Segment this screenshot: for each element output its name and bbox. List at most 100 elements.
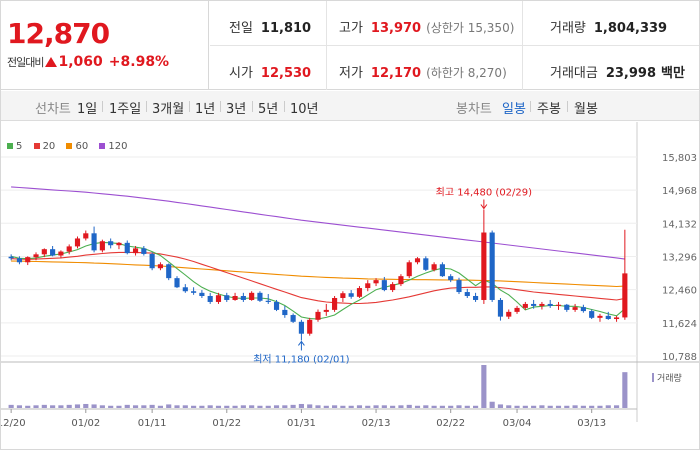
candle-body	[108, 241, 114, 246]
period-3y-button[interactable]: 3년	[226, 102, 247, 117]
volume-bar	[166, 404, 172, 408]
volume-bar	[282, 405, 288, 408]
low-value: 12,170	[370, 66, 422, 81]
volume-bar	[182, 405, 188, 408]
x-tick-label: 02/13	[362, 418, 391, 429]
period-1y-button[interactable]: 1년	[195, 102, 216, 117]
volume-bar	[174, 405, 180, 408]
volume-bar	[547, 405, 553, 408]
volume-bar	[340, 405, 346, 408]
volume-bar	[373, 405, 379, 408]
volume-bar	[191, 405, 197, 408]
prev-close-value: 11,810	[260, 21, 312, 36]
volume-bar	[597, 405, 603, 408]
period-1d-button[interactable]: 1일	[77, 102, 98, 117]
volume-bar	[580, 405, 586, 408]
candle-body	[166, 264, 172, 279]
volume-bar	[207, 405, 213, 408]
candle-body	[572, 307, 578, 310]
price-chart: 15,803 14,968 14,132 13,296 12,460 11,624 10,7…	[1, 122, 699, 429]
current-price-box: 12,870 전일대비 1,060 +8.98%	[1, 1, 209, 90]
period-5y-button[interactable]: 5년	[258, 102, 279, 117]
y-tick-label: 14,968	[662, 186, 697, 197]
volume-bar	[199, 405, 205, 408]
candle-body	[83, 233, 89, 239]
candle-body	[597, 315, 603, 318]
candle-body	[431, 264, 437, 270]
candle-body	[157, 264, 163, 269]
ma-60-line	[11, 260, 625, 288]
high-annotation: 최고 14,480 (02/29)	[436, 186, 532, 198]
price-change: 전일대비 1,060 +8.98%	[7, 54, 169, 70]
candle-body	[414, 258, 421, 263]
candle-body	[398, 276, 404, 285]
amount-unit: 백만	[661, 66, 685, 81]
y-tick-label: 13,296	[662, 252, 697, 263]
candle-body	[315, 311, 321, 320]
volume-bar	[91, 404, 97, 408]
prev-close-label: 전일	[229, 21, 253, 36]
period-3m-button[interactable]: 3개월	[152, 102, 185, 117]
candle-body	[423, 258, 429, 270]
candle-body	[456, 280, 462, 293]
candle-body	[589, 311, 595, 318]
candle-body	[373, 280, 379, 284]
volume-bar	[257, 405, 263, 408]
x-tick-label: 01/02	[71, 418, 100, 429]
candle-body	[381, 280, 387, 291]
change-amount: 1,060	[58, 54, 103, 70]
volume-bar	[157, 405, 163, 408]
volume-bar	[365, 405, 371, 408]
candle-body	[340, 293, 346, 298]
volume-bar	[132, 405, 139, 408]
candle-body	[489, 232, 495, 300]
candle-weekly-button[interactable]: 주봉	[537, 102, 561, 117]
change-percent: +8.98%	[108, 54, 170, 70]
candle-body	[257, 292, 263, 301]
candle-body	[473, 296, 479, 300]
candle-body	[547, 303, 553, 306]
volume-bar	[506, 405, 512, 408]
divider	[146, 101, 147, 112]
candle-body	[199, 292, 205, 297]
candle-body	[232, 296, 238, 300]
volume-bar	[307, 404, 313, 408]
ma-120-line	[11, 186, 625, 260]
candle-body	[613, 317, 620, 320]
candle-daily-button[interactable]: 일봉	[502, 102, 526, 117]
period-1w-button[interactable]: 1주일	[109, 102, 142, 117]
candle-body	[215, 295, 222, 302]
divider	[252, 101, 253, 112]
candle-body	[149, 253, 155, 269]
volume-bar	[473, 405, 479, 408]
volume-bar	[25, 405, 31, 408]
volume-bar	[398, 405, 404, 408]
candle-body	[265, 300, 271, 302]
volume-bar	[572, 405, 578, 408]
candle-body	[365, 283, 371, 289]
volume-legend-swatch	[652, 373, 654, 382]
y-tick-label: 15,803	[662, 153, 697, 164]
candle-body	[481, 232, 487, 300]
volume-legend-label: 거래량	[657, 372, 682, 384]
y-tick-label: 14,132	[662, 219, 697, 230]
volume-bar	[8, 404, 14, 408]
volume-bar	[589, 405, 595, 408]
candle-body	[605, 315, 611, 320]
volume-bar	[456, 405, 462, 408]
volume-bar	[116, 405, 122, 408]
candle-monthly-button[interactable]: 월봉	[574, 102, 598, 117]
legend-swatch	[7, 143, 13, 149]
low-price: 저가 12,170 (하한가 8,270)	[339, 62, 507, 81]
upper-limit: (상한가 15,350)	[426, 21, 515, 35]
period-10y-button[interactable]: 10년	[290, 102, 319, 117]
candle-body	[50, 249, 56, 256]
x-tick-label: 01/11	[138, 418, 167, 429]
volume-value: 1,804,339	[593, 21, 668, 36]
candle-body	[224, 295, 230, 300]
low-label: 저가	[339, 66, 363, 81]
y-tick-label: 10,788	[662, 352, 697, 363]
candle-body	[273, 301, 280, 310]
divider	[102, 101, 103, 112]
high-label: 고가	[339, 21, 363, 36]
